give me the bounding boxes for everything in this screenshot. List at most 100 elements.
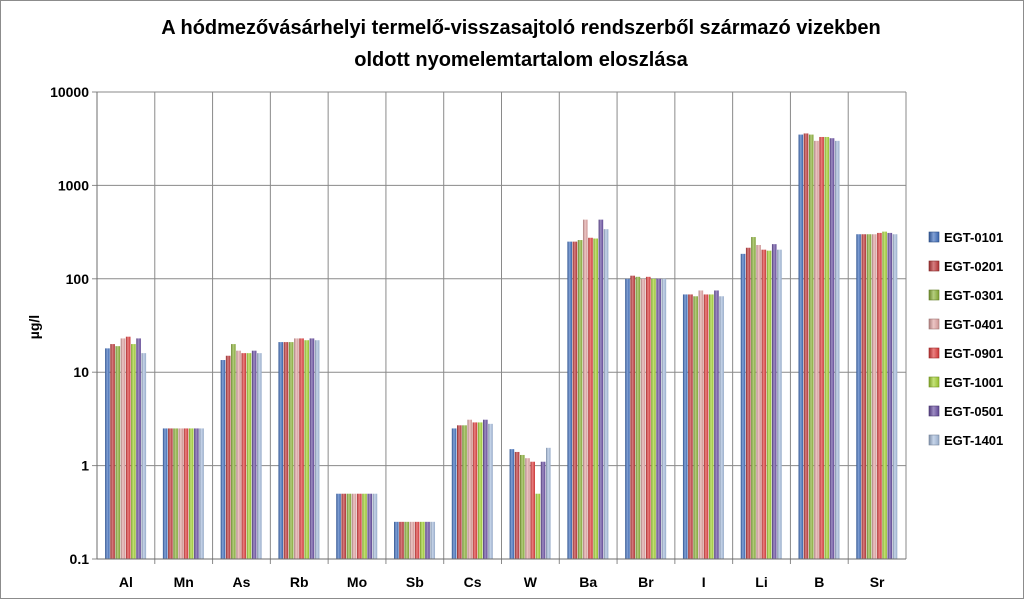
bar-EGT-0501-Li: [771, 244, 777, 559]
bar-EGT-0401-Cs: [467, 419, 473, 559]
chart-title-line-1: A hódmezővásárhelyi termelő-visszasajtol…: [161, 17, 881, 39]
bar-EGT-0301-Mo: [346, 493, 352, 559]
legend-label: EGT-0501: [944, 404, 1003, 419]
legend-swatch: [928, 289, 940, 301]
bar-EGT-0201-Br: [630, 275, 635, 559]
bar-EGT-0301-Li: [751, 237, 756, 560]
bar-EGT-0401-Mo: [351, 493, 357, 559]
bar-EGT-0501-Al: [136, 338, 141, 559]
bar-EGT-0301-Ba: [577, 240, 583, 560]
legend-swatch: [928, 347, 940, 359]
bar-EGT-1401-Al: [141, 353, 147, 559]
bar-EGT-0401-Rb: [294, 338, 299, 559]
bar-EGT-1001-Mn: [188, 428, 194, 559]
bar-EGT-1001-W: [535, 493, 541, 559]
bar-EGT-0501-Ba: [598, 219, 604, 559]
bar-EGT-0301-Rb: [288, 342, 294, 559]
bar-EGT-1001-Mo: [362, 493, 367, 559]
bar-EGT-0201-Sb: [399, 521, 404, 559]
bar-EGT-1001-B: [824, 136, 830, 559]
bar-EGT-0201-Mo: [341, 493, 347, 559]
bar-EGT-0101-Ba: [567, 241, 572, 559]
bar-EGT-1001-Li: [766, 250, 772, 559]
y-tick-label: 1000: [58, 177, 89, 193]
legend-label: EGT-1401: [944, 433, 1003, 448]
bar-EGT-0101-Al: [105, 348, 110, 559]
bar-EGT-0301-W: [519, 454, 525, 559]
bar-EGT-0901-Cs: [472, 422, 478, 559]
bar-EGT-0201-Sr: [861, 234, 867, 560]
plot-layer: 0.1 1 10 100 1000 10000 Al Mn As Rb Mo Sb Cs W Ba Br I Li…: [50, 84, 907, 590]
legend-swatch: [928, 318, 940, 330]
x-tick-label: As: [233, 574, 251, 590]
bar-EGT-0301-B: [808, 134, 814, 559]
bar-EGT-1401-Br: [661, 278, 667, 559]
bar-EGT-0401-Sb: [409, 521, 415, 559]
x-tick-label: W: [524, 574, 538, 590]
bar-EGT-0901-Ba: [588, 237, 593, 559]
bar-EGT-0401-Br: [640, 278, 646, 559]
bar-EGT-1401-Rb: [314, 340, 320, 559]
bar-EGT-0501-Rb: [309, 338, 315, 559]
bar-EGT-0401-I: [698, 290, 704, 559]
bar-EGT-1001-Rb: [304, 340, 310, 559]
x-tick-label: Cs: [464, 574, 482, 590]
bar-EGT-0101-Sb: [394, 521, 399, 559]
x-tick-label: B: [814, 574, 824, 590]
bar-EGT-0901-Al: [125, 336, 131, 559]
legend-label: EGT-1001: [944, 375, 1003, 390]
legend-swatch: [928, 405, 940, 417]
bar-EGT-0501-As: [251, 350, 257, 559]
x-tick-label: Li: [755, 574, 767, 590]
legend-swatch: [928, 376, 940, 388]
bar-EGT-0501-Sb: [425, 521, 430, 559]
bar-EGT-0501-W: [540, 461, 546, 559]
bar-EGT-0401-Li: [756, 245, 761, 559]
bar-EGT-1401-Ba: [603, 229, 609, 559]
bar-EGT-0501-Mn: [194, 428, 199, 559]
x-tick-label: Rb: [290, 574, 309, 590]
bar-EGT-0101-Mn: [162, 428, 168, 559]
bar-EGT-0201-Mn: [168, 428, 173, 559]
bar-EGT-0201-I: [688, 294, 693, 559]
bar-EGT-1401-As: [257, 353, 262, 559]
bar-EGT-0101-I: [682, 294, 688, 559]
bar-EGT-0101-As: [220, 360, 226, 559]
bar-EGT-0101-Br: [625, 278, 630, 559]
bar-EGT-1001-Sr: [882, 231, 887, 559]
bar-EGT-0501-Br: [656, 278, 661, 559]
y-tick-label: 10000: [50, 84, 89, 100]
bar-EGT-0901-B: [819, 136, 824, 559]
bar-EGT-1401-B: [834, 140, 840, 559]
bar-EGT-0101-Li: [740, 253, 746, 559]
x-tick-label: Mn: [174, 574, 194, 590]
x-tick-label: Mo: [347, 574, 367, 590]
legend-label: EGT-0201: [944, 259, 1003, 274]
bar-EGT-0101-Mo: [336, 493, 341, 559]
bar-EGT-0201-Cs: [457, 425, 462, 559]
x-tick-label: Ba: [579, 574, 597, 590]
x-tick-label: Br: [638, 574, 654, 590]
bar-EGT-1401-Sb: [430, 521, 436, 559]
bar-EGT-0201-Al: [110, 344, 115, 559]
legend-swatch: [928, 260, 940, 272]
bar-EGT-0201-Ba: [572, 241, 578, 559]
y-tick-label: 1: [81, 458, 89, 474]
bar-EGT-0401-W: [525, 458, 530, 559]
bar-EGT-0301-Mn: [173, 428, 178, 559]
x-tick-label: Al: [119, 574, 133, 590]
bar-EGT-0101-Sr: [856, 234, 861, 560]
bar-EGT-0901-As: [241, 353, 247, 559]
bar-EGT-1001-I: [708, 294, 714, 559]
bar-EGT-0501-Cs: [483, 419, 488, 559]
bar-EGT-0901-Br: [645, 276, 651, 559]
bar-EGT-0201-Li: [745, 247, 751, 559]
bar-EGT-1001-Al: [131, 344, 136, 559]
bar-EGT-0301-As: [231, 344, 236, 559]
bar-EGT-0301-Sb: [404, 521, 410, 559]
bar-EGT-0901-Li: [761, 249, 767, 559]
legend-swatch: [928, 434, 940, 446]
legend-label: EGT-0301: [944, 288, 1003, 303]
legend-label: EGT-0101: [944, 230, 1003, 245]
